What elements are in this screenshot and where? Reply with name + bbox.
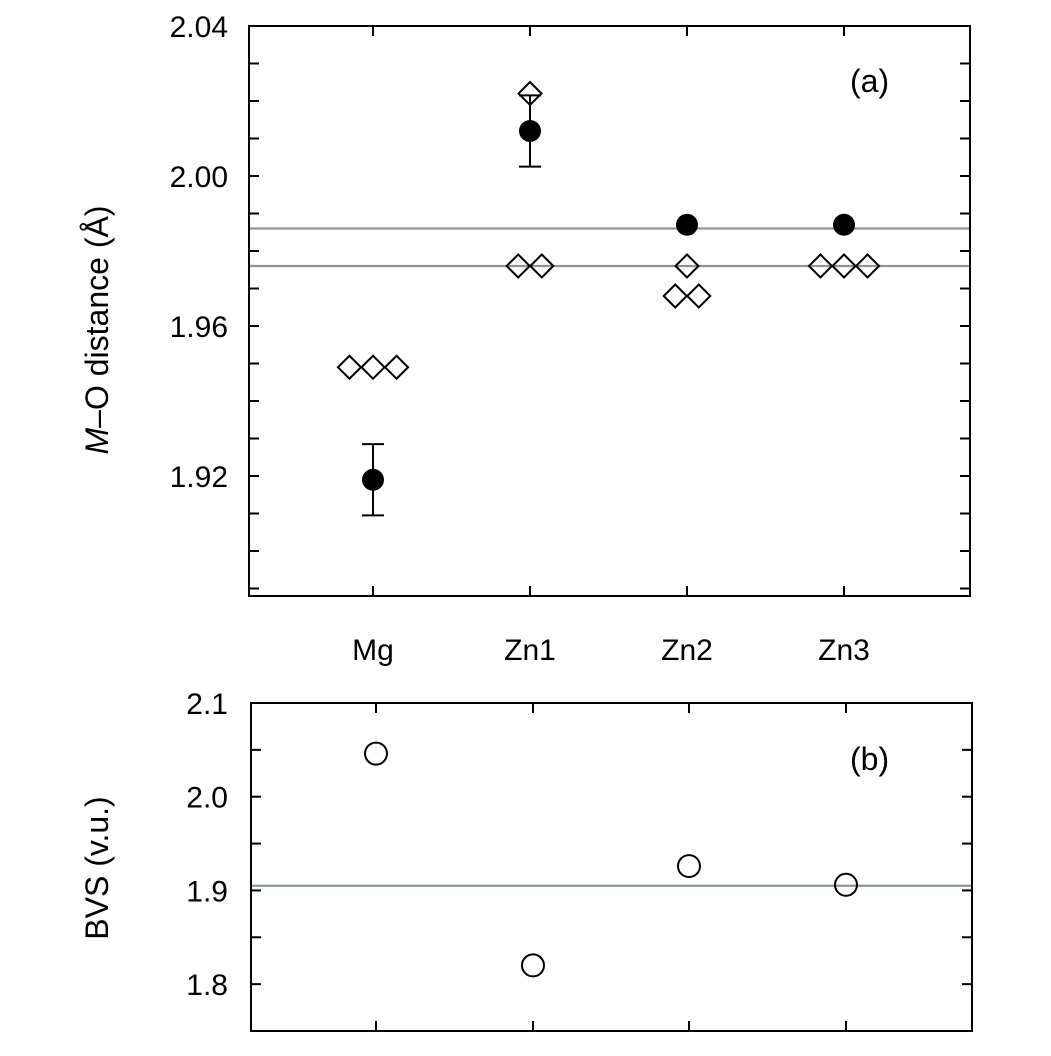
- data-point-open-diamond: [505, 253, 532, 279]
- panel-a: 2.04 2.00 1.96 1.92 Mg Zn1 Zn2 Zn3 (a) M–O dis…: [79, 11, 971, 667]
- data-point-open-circle: [677, 854, 701, 879]
- y-axis-label-rest: –O distance (Å): [79, 206, 115, 428]
- data-point-open-diamond: [517, 80, 543, 107]
- panel-b: 2.1 2.0 1.9 1.8 (b) BVS (v.u.): [79, 688, 973, 1032]
- panel-label: (a): [850, 63, 889, 99]
- data-point-open-diamond: [528, 253, 555, 279]
- data-point-open-diamond: [336, 354, 363, 381]
- y-tick-label: 1.9: [186, 875, 228, 908]
- panel-label: (b): [850, 741, 889, 777]
- y-tick-label: 2.00: [170, 161, 228, 194]
- data-point-open-circle: [521, 953, 545, 978]
- x-tick-label: Mg: [352, 634, 394, 667]
- plot-frame: [248, 25, 971, 597]
- y-tick-label: 1.8: [186, 969, 228, 1002]
- data-point-open-circle: [834, 872, 858, 897]
- data-point-open-diamond: [807, 253, 834, 279]
- data-point-open-diamond: [674, 253, 700, 279]
- y-axis-label: M–O distance (Å): [79, 206, 115, 455]
- y-tick-labels: 2.04 2.00 1.96 1.92: [170, 11, 228, 494]
- x-tick-label: Zn3: [818, 634, 870, 667]
- y-axis-label-italic: M: [79, 427, 115, 454]
- y-tick-label: 1.92: [170, 461, 228, 494]
- data-point-open-diamond: [360, 354, 386, 381]
- data-point-open-diamond: [685, 283, 712, 309]
- data-point-open-circle: [364, 741, 388, 766]
- data-point-open-diamond: [854, 253, 881, 279]
- y-tick-label: 2.1: [186, 688, 228, 721]
- y-tick-label: 1.96: [170, 311, 228, 344]
- data-point-open-diamond: [831, 253, 857, 279]
- y-tick-labels: 2.1 2.0 1.9 1.8: [186, 688, 228, 1002]
- data-point-filled-circle: [833, 213, 855, 236]
- axis-ticks: [251, 702, 972, 1032]
- axis-ticks: [249, 25, 970, 596]
- data-point-filled-circle: [362, 468, 384, 491]
- data-point-open-diamond: [383, 354, 410, 381]
- y-tick-label: 2.0: [186, 782, 228, 815]
- x-tick-label: Zn1: [504, 634, 556, 667]
- data-point-filled-circle: [676, 213, 698, 236]
- y-tick-label: 2.04: [170, 11, 228, 44]
- data-marks: [336, 80, 881, 517]
- x-tick-label: Zn2: [661, 634, 713, 667]
- plot-frame: [250, 702, 973, 1032]
- data-marks: [364, 741, 858, 978]
- data-point-filled-circle: [519, 120, 541, 142]
- x-tick-labels: Mg Zn1 Zn2 Zn3: [352, 634, 870, 667]
- data-point-open-diamond: [662, 283, 689, 309]
- y-axis-label: BVS (v.u.): [79, 796, 115, 939]
